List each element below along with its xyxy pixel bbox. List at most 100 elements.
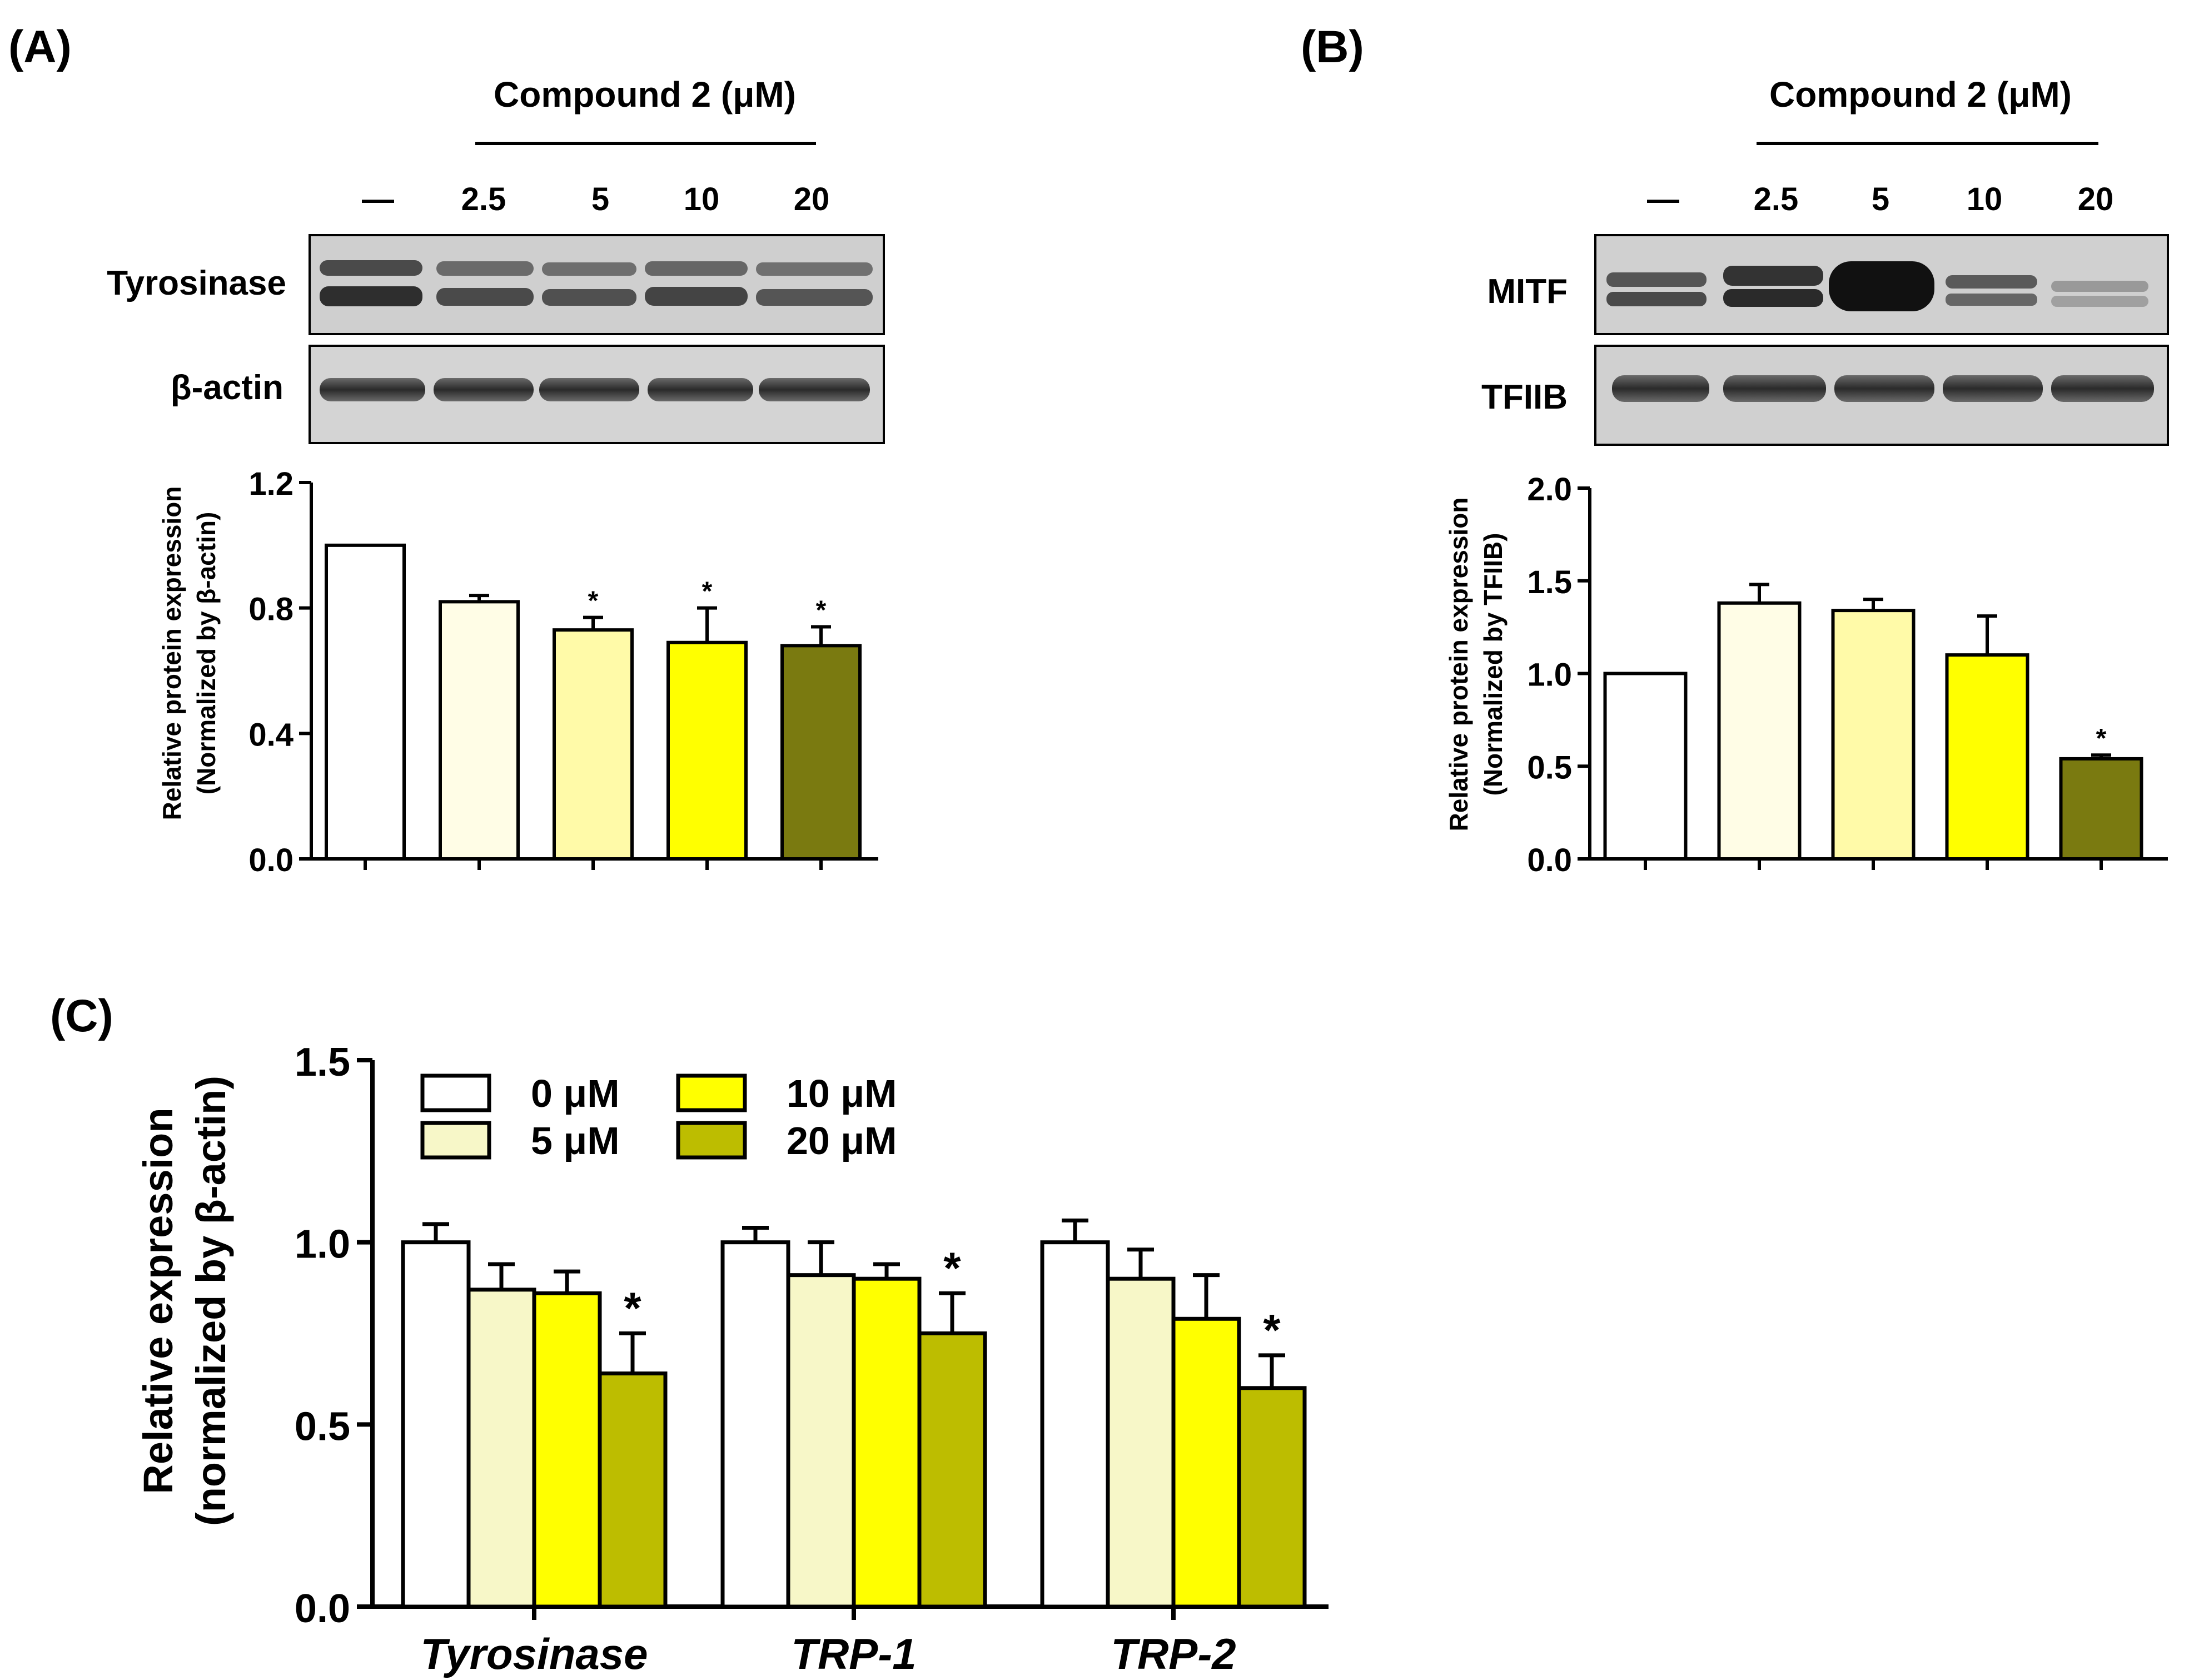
blot-label-mitf: MITF: [1487, 272, 1568, 311]
legend-label: 20 μM: [787, 1119, 897, 1162]
bar: [553, 628, 634, 861]
y-tick-label: 1.2: [248, 466, 293, 502]
y-tick-label: 1.5: [295, 1040, 350, 1085]
western-blot-tfiib: [1594, 345, 2169, 446]
blot-label-tfiib: TFIIB: [1481, 378, 1568, 416]
y-tick-label: 1.0: [295, 1222, 350, 1267]
blot-band: [1723, 266, 1823, 286]
blot-band: [2051, 281, 2148, 292]
blot-band: [1606, 272, 1707, 287]
y-axis-label-line2: (Normalized by TFIIB): [1479, 533, 1508, 796]
panel-a-treatment-header: Compound 2 (μM): [494, 74, 796, 115]
blot-band: [542, 262, 636, 276]
significance-marker: *: [943, 1243, 961, 1293]
legend-label: 10 μM: [787, 1072, 897, 1115]
blot-band: [434, 378, 534, 401]
lane-label: 5: [591, 181, 609, 217]
western-blot-beta-actin: [309, 345, 885, 444]
blot-band: [1943, 375, 2043, 402]
blot-band: [1834, 375, 1934, 402]
bar: [1237, 1386, 1307, 1609]
blot-frame: [309, 234, 885, 335]
bar: [532, 1291, 602, 1609]
blot-band: [645, 261, 748, 276]
lane-label: 20: [2078, 181, 2114, 217]
bar: [780, 644, 862, 861]
panel-c-label: (C): [50, 991, 113, 1041]
panel-b-lane-labels: — 2.5 5 10 20: [1647, 181, 2113, 217]
bar: [1171, 1316, 1241, 1609]
blot-band: [1606, 292, 1707, 306]
bar: [1717, 601, 1802, 861]
x-tick-label: Tyrosinase: [421, 1629, 648, 1678]
panel-b-y-axis-label: Relative protein expression (Normalized …: [1444, 498, 1508, 832]
bar: [1106, 1276, 1176, 1609]
chart-panel-a: 0.0 0.4 0.8 1.2 * * *: [248, 466, 878, 878]
bar: [325, 543, 406, 861]
blot-label-beta-actin: β-actin: [171, 369, 283, 407]
significance-marker: *: [702, 577, 713, 607]
panel-a: (A) Compound 2 (μM) — 2.5 5 10 20 Tyrosi…: [8, 22, 885, 878]
blot-band: [1723, 375, 1826, 402]
blot-band: [2051, 375, 2154, 402]
legend-swatch: [676, 1073, 747, 1112]
blot-band: [645, 287, 748, 306]
lane-label: 2.5: [1754, 181, 1799, 217]
y-tick-label: 1.5: [1527, 564, 1572, 600]
panel-c-y-axis-label: Relative expression (normalized by β-act…: [135, 1076, 234, 1526]
western-blot-tyrosinase: [309, 234, 885, 335]
significance-marker: *: [816, 596, 827, 625]
panel-b: (B) Compound 2 (μM) — 2.5 5 10 20 MITF T…: [1301, 22, 2169, 878]
blot-band: [436, 288, 534, 306]
y-tick-label: 0.5: [295, 1404, 350, 1449]
blot-band: [320, 260, 422, 276]
chart-panel-b: 0.0 0.5 1.0 1.5 2.0 *: [1527, 471, 2168, 878]
lane-label: —: [362, 181, 394, 217]
bar: [852, 1276, 922, 1609]
x-tick-label: TRP-2: [1111, 1629, 1236, 1678]
panel-b-label: (B): [1301, 22, 1364, 72]
blot-band: [1612, 375, 1709, 402]
blot-band: [539, 378, 639, 401]
y-tick-label: 0.8: [248, 592, 293, 628]
bar: [401, 1240, 471, 1609]
blot-band: [1946, 294, 2037, 306]
panel-a-lane-labels: — 2.5 5 10 20: [362, 181, 829, 217]
blot-band: [320, 378, 425, 401]
y-tick-label: 2.0: [1527, 471, 1572, 508]
y-tick-label: 0.0: [248, 842, 293, 878]
bar: [786, 1273, 856, 1609]
bar: [466, 1288, 536, 1609]
bar: [917, 1331, 987, 1609]
blot-band: [759, 378, 870, 401]
lane-label: —: [1647, 181, 1679, 217]
panel-a-y-axis-label: Relative protein expression (Normalized …: [157, 486, 221, 821]
blot-band: [1723, 289, 1823, 307]
bar: [1603, 672, 1688, 861]
bar: [1945, 653, 2029, 861]
chart-panel-c: 0.0 0.5 1.0 1.5 Tyrosinase * TRP-1 * TRP-2 * 0 μM5…: [295, 1040, 1329, 1678]
lane-label: 10: [1967, 181, 2003, 217]
panel-b-treatment-header: Compound 2 (μM): [1769, 74, 2072, 115]
bar: [2059, 757, 2143, 861]
y-axis-label-line2: (Normalized by β-actin): [192, 512, 221, 795]
legend-swatch: [420, 1073, 491, 1112]
bar: [598, 1371, 668, 1609]
blot-band: [436, 261, 534, 276]
legend-label: 0 μM: [531, 1072, 620, 1115]
legend-swatch: [676, 1121, 747, 1160]
legend-label: 5 μM: [531, 1119, 620, 1162]
significance-marker: *: [624, 1284, 641, 1333]
blot-band: [1946, 275, 2037, 289]
y-tick-label: 0.0: [295, 1587, 350, 1631]
blot-band: [756, 262, 873, 276]
blot-band: [542, 289, 636, 306]
y-axis-label-line1: Relative protein expression: [1444, 498, 1473, 832]
y-axis-label-line2: (normalized by β-actin): [188, 1076, 234, 1526]
y-axis-label-line1: Relative expression: [135, 1107, 181, 1494]
bar: [666, 640, 748, 861]
blot-band: [2051, 296, 2148, 307]
bar: [1831, 609, 1916, 861]
